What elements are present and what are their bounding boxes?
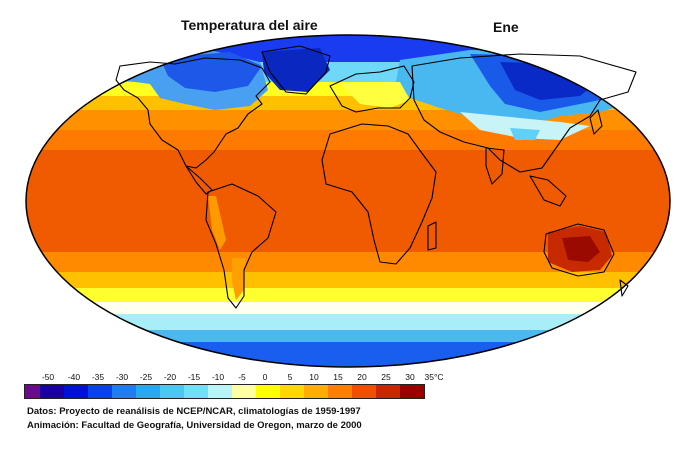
south-america-andes [208, 196, 226, 250]
colorbar-swatch [160, 385, 184, 398]
africa-outline [321, 123, 437, 265]
asia-outline [411, 53, 637, 173]
legend-tick: 35°C [424, 372, 444, 382]
legend-tick: -50 [41, 372, 55, 382]
colorbar-swatch [184, 385, 208, 398]
colorbar-swatch [328, 385, 352, 398]
band-subarctic [26, 62, 670, 84]
europe-mild [340, 82, 410, 108]
coastlines [115, 45, 637, 309]
colorbar-swatch [352, 385, 376, 398]
band-south-warm [26, 252, 670, 274]
colorbar-swatch [64, 385, 88, 398]
europe-outline [329, 65, 415, 113]
legend-tick: 30 [405, 372, 415, 382]
legend-tick: 5 [287, 372, 293, 382]
colorbar-swatch [400, 385, 424, 398]
colorbar-swatch [256, 385, 280, 398]
band-south-mild [26, 272, 670, 290]
colorbar-swatch [25, 385, 40, 398]
data-source-note: Datos: Proyecto de reanálisis de NCEP/NC… [27, 406, 361, 417]
legend-tick: -30 [115, 372, 129, 382]
colorbar-swatch [136, 385, 160, 398]
south-america-outline [205, 183, 277, 309]
madagascar-outline [427, 221, 437, 251]
colorbar-swatch [376, 385, 400, 398]
colorbar-swatch [280, 385, 304, 398]
legend-tick: -10 [211, 372, 225, 382]
colorbar-swatch [112, 385, 136, 398]
greenland-cold [262, 48, 330, 92]
band-southern-ocean [26, 314, 670, 332]
legend-tick: -20 [163, 372, 177, 382]
colorbar-swatch [232, 385, 256, 398]
map-title: Temperatura del aire [181, 17, 318, 33]
colorbar-swatch [88, 385, 112, 398]
band-antarctic-edge [26, 330, 670, 344]
colorbar-swatch [208, 385, 232, 398]
legend-tick: -25 [139, 372, 153, 382]
north-america-outline [115, 57, 271, 169]
band-south-cold [26, 302, 670, 316]
new-zealand-outline [619, 279, 629, 297]
se-asia-outline [529, 175, 567, 207]
south-america-cool [232, 258, 246, 300]
month-label: Ene [493, 19, 519, 35]
legend-tick: 10 [309, 372, 319, 382]
himalaya-cold [510, 128, 540, 140]
greenland-outline [261, 45, 331, 95]
map-border [25, 34, 671, 368]
australia-core [562, 236, 600, 262]
temperature-field [26, 35, 670, 367]
india-outline [485, 147, 505, 185]
legend-tick: 0 [262, 372, 268, 382]
central-asia-cool [460, 112, 590, 140]
legend-tick: -15 [187, 372, 201, 382]
temperature-colorbar [24, 384, 425, 399]
legend-tick: 20 [357, 372, 367, 382]
animation-credit-note: Animación: Facultad de Geografía, Univer… [27, 420, 362, 431]
legend-tick: 25 [381, 372, 391, 382]
australia-outline [543, 223, 615, 277]
colorbar-swatch [304, 385, 328, 398]
colorbar-swatch [40, 385, 64, 398]
legend-tick: 15 [333, 372, 343, 382]
legend-tick: -35 [91, 372, 105, 382]
legend-tick: -5 [238, 372, 246, 382]
legend-tick-labels: -50 -40 -35 -30 -25 -20 -15 -10 -5 0 5 1… [24, 372, 460, 384]
legend-tick: -40 [67, 372, 81, 382]
japan-outline [589, 109, 603, 135]
band-south-cool [26, 288, 670, 304]
